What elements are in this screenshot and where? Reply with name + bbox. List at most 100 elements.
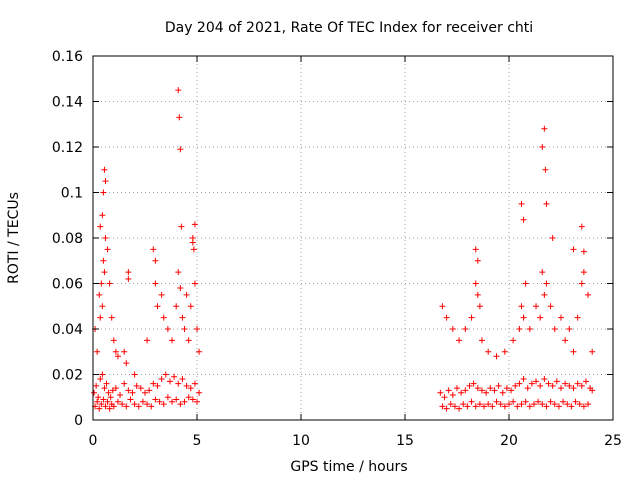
data-point bbox=[560, 398, 567, 405]
data-point bbox=[150, 380, 157, 387]
data-point bbox=[94, 398, 101, 405]
data-point bbox=[566, 326, 573, 332]
chart-title: Day 204 of 2021, Rate Of TEC Index for r… bbox=[165, 20, 533, 36]
data-point bbox=[478, 337, 485, 344]
data-point bbox=[98, 401, 105, 408]
data-point bbox=[499, 389, 506, 396]
data-point bbox=[191, 221, 198, 228]
data-point bbox=[439, 303, 446, 310]
data-point bbox=[95, 394, 102, 401]
data-point bbox=[456, 405, 463, 412]
data-point bbox=[102, 178, 109, 185]
data-point bbox=[562, 337, 569, 344]
data-point bbox=[539, 401, 546, 408]
data-point bbox=[171, 373, 178, 380]
data-point bbox=[181, 326, 188, 332]
data-point bbox=[109, 387, 116, 394]
data-point bbox=[121, 348, 128, 355]
data-point bbox=[106, 405, 113, 412]
y-tick-label: 0 bbox=[74, 413, 83, 429]
data-point bbox=[131, 371, 138, 378]
data-point bbox=[443, 314, 450, 321]
data-point bbox=[177, 285, 184, 292]
data-point bbox=[97, 223, 104, 230]
data-point bbox=[185, 394, 192, 401]
data-point bbox=[472, 403, 479, 410]
data-point bbox=[566, 382, 573, 389]
data-point bbox=[133, 382, 140, 389]
data-point bbox=[578, 223, 585, 230]
data-point bbox=[96, 405, 103, 412]
data-point bbox=[164, 394, 171, 401]
data-point bbox=[553, 378, 560, 385]
data-point bbox=[187, 303, 194, 310]
data-point bbox=[112, 385, 119, 392]
data-point bbox=[506, 401, 512, 408]
data-point bbox=[129, 389, 136, 396]
data-point bbox=[194, 326, 200, 332]
data-point bbox=[541, 125, 548, 132]
data-point bbox=[541, 291, 548, 298]
data-point bbox=[539, 144, 546, 150]
data-point bbox=[194, 398, 200, 405]
data-point bbox=[104, 246, 111, 253]
data-point bbox=[533, 303, 540, 310]
x-tick-label: 25 bbox=[604, 433, 622, 449]
data-point bbox=[152, 257, 159, 264]
data-point bbox=[493, 398, 500, 405]
data-point bbox=[142, 389, 148, 396]
data-point bbox=[545, 380, 552, 387]
data-point bbox=[125, 275, 132, 282]
data-point bbox=[578, 280, 585, 287]
data-point bbox=[558, 314, 564, 321]
data-point bbox=[196, 389, 203, 396]
data-point bbox=[176, 114, 183, 121]
data-point bbox=[123, 403, 130, 410]
data-point bbox=[585, 291, 592, 298]
data-point bbox=[449, 391, 456, 398]
data-point bbox=[489, 403, 496, 410]
data-point bbox=[191, 380, 198, 387]
data-point bbox=[99, 303, 106, 310]
data-point bbox=[460, 401, 467, 408]
data-point bbox=[175, 87, 182, 94]
data-point bbox=[110, 337, 117, 344]
data-point bbox=[543, 403, 550, 410]
data-point bbox=[150, 246, 157, 253]
data-point bbox=[183, 291, 190, 298]
data-point bbox=[114, 398, 121, 405]
data-point bbox=[100, 396, 107, 403]
data-point bbox=[474, 385, 481, 392]
data-point bbox=[148, 403, 155, 410]
data-point bbox=[476, 303, 483, 310]
data-point bbox=[437, 389, 444, 396]
data-point bbox=[478, 387, 485, 394]
data-point bbox=[537, 314, 544, 321]
data-point bbox=[466, 382, 473, 389]
data-point bbox=[99, 371, 106, 378]
data-point bbox=[564, 401, 571, 408]
data-point bbox=[177, 401, 184, 408]
data-point bbox=[580, 403, 587, 410]
data-point bbox=[518, 200, 525, 207]
x-axis-label: GPS time / hours bbox=[290, 459, 407, 475]
data-point bbox=[551, 326, 558, 332]
y-tick-label: 0.1 bbox=[61, 186, 83, 202]
data-point bbox=[522, 280, 529, 287]
data-point bbox=[105, 389, 112, 396]
data-point bbox=[101, 385, 108, 392]
data-point bbox=[131, 401, 138, 408]
data-point bbox=[574, 314, 581, 321]
y-tick-label: 0.04 bbox=[52, 322, 83, 338]
data-point bbox=[177, 146, 184, 153]
data-point bbox=[543, 280, 550, 287]
data-point bbox=[154, 382, 161, 389]
data-point bbox=[169, 337, 176, 344]
data-point bbox=[474, 257, 481, 264]
data-point bbox=[179, 314, 186, 321]
y-tick-label: 0.12 bbox=[52, 140, 83, 156]
data-point bbox=[121, 380, 128, 387]
data-point bbox=[472, 246, 479, 253]
data-point bbox=[152, 280, 159, 287]
data-point bbox=[125, 387, 132, 394]
